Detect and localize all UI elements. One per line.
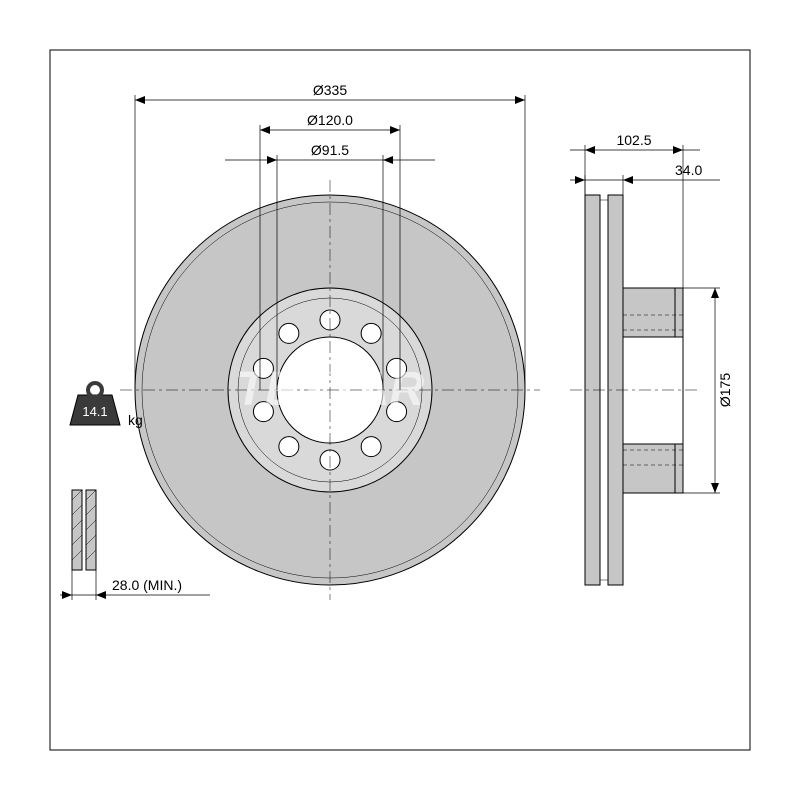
dim-width-label: 102.5 [616,132,651,148]
dim-outer-dia-label: Ø335 [313,82,347,98]
dimension-hub-diameter: Ø175 [683,288,733,493]
dim-bolt-circle-label: Ø120.0 [307,112,353,128]
bolt-hole [279,323,299,343]
side-view [570,195,700,585]
dim-hub-dia-label: Ø175 [717,373,733,407]
weight-unit: kg [128,412,143,428]
bolt-hole [361,323,381,343]
bolt-hole [279,437,299,457]
technical-drawing: TEXTAR Ø335 Ø120.0 [0,0,800,800]
dimension-disc-thickness: 34.0 [570,162,720,195]
dim-thickness-label: 34.0 [675,162,702,178]
dim-min-thickness-label: 28.0 (MIN.) [112,577,182,593]
bolt-hole [361,437,381,457]
weight-value: 14.1 [82,404,107,419]
dim-bore-label: Ø91.5 [311,142,349,158]
brand-watermark: TEXTAR [236,363,425,416]
bore-section [623,337,683,444]
